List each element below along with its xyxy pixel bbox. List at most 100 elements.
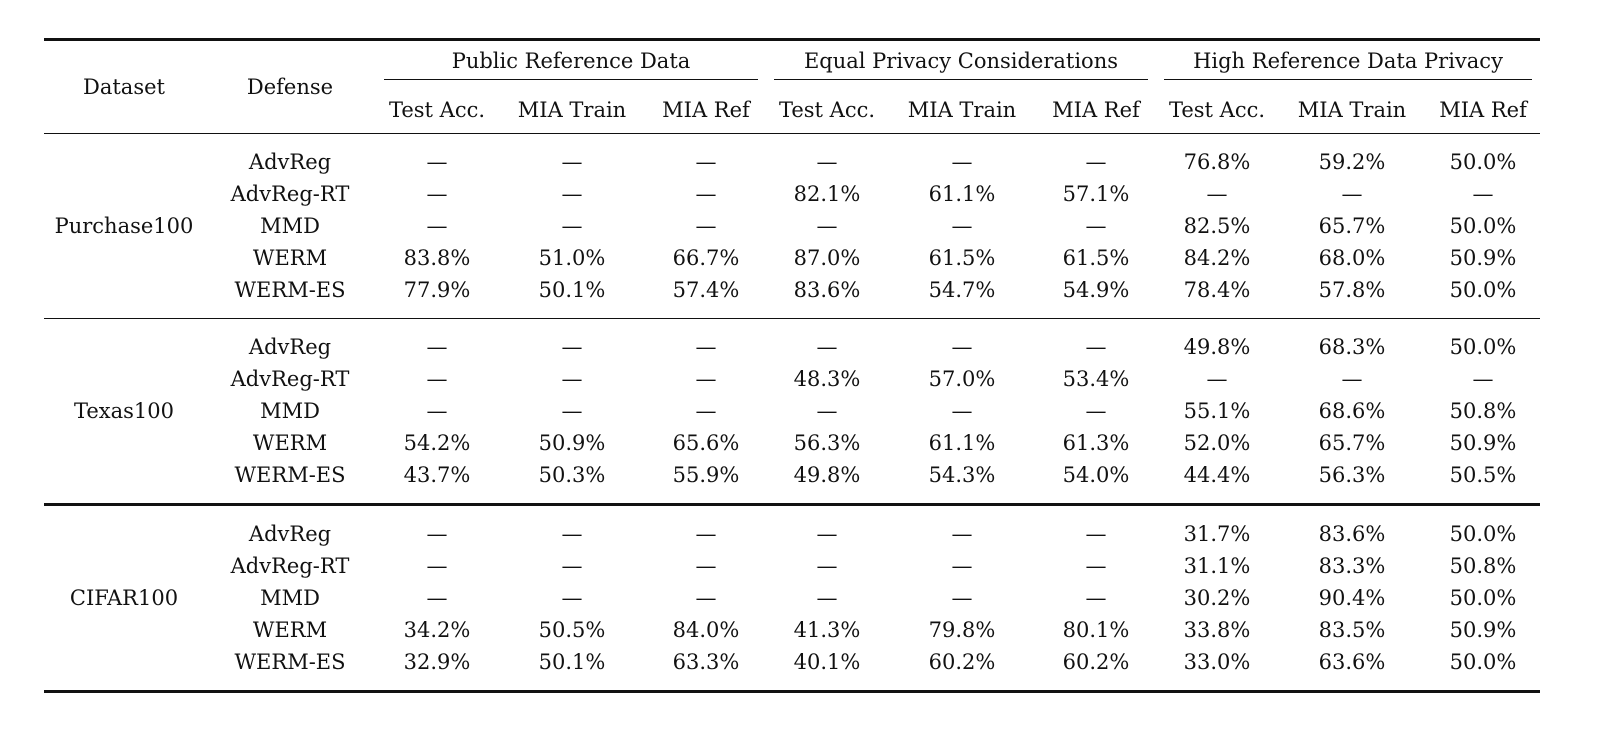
subcol-test-acc: Test Acc. [1168, 98, 1266, 123]
value-cell: 83.6% [1318, 522, 1386, 546]
value-cell: — [561, 367, 583, 391]
value-cell: 50.9% [538, 431, 606, 455]
value-cell: 50.0% [1449, 650, 1517, 674]
value-cell: 30.2% [1183, 586, 1251, 610]
subcol-mia-train: MIA Train [1297, 98, 1407, 123]
value-cell: — [561, 399, 583, 423]
value-cell: 50.9% [1449, 618, 1517, 642]
value-cell: 34.2% [403, 618, 471, 642]
table-row: MMD — — — — — — 55.1% 68.6% 50.8% [44, 395, 1540, 427]
value-cell: 50.5% [538, 618, 606, 642]
table-row: WERM 34.2% 50.5% 84.0% 41.3% 79.8% 80.1% 33.8% 8… [44, 614, 1540, 646]
value-cell: — [1472, 367, 1494, 391]
value-cell: — [561, 214, 583, 238]
defense-cell: AdvReg [248, 522, 332, 546]
value-cell: 61.5% [1062, 246, 1130, 270]
group-header-public: Public Reference Data [376, 40, 766, 88]
value-cell: — [816, 399, 838, 423]
value-cell: 63.6% [1318, 650, 1386, 674]
value-cell: 83.8% [403, 246, 471, 270]
value-cell: — [426, 335, 448, 359]
value-cell: — [695, 182, 717, 206]
value-cell: 54.0% [1062, 463, 1130, 487]
value-cell: — [561, 522, 583, 546]
value-cell: 60.2% [928, 650, 996, 674]
value-cell: 68.6% [1318, 399, 1386, 423]
value-cell: 79.8% [928, 618, 996, 642]
block-spacer [44, 678, 1541, 692]
value-cell: — [1085, 522, 1107, 546]
value-cell: 49.8% [1183, 335, 1251, 359]
block-spacer [44, 491, 1540, 505]
value-cell: 84.0% [672, 618, 740, 642]
value-cell: 50.5% [1449, 463, 1517, 487]
value-cell: — [695, 586, 717, 610]
dataset-cell: Purchase100 [54, 214, 194, 238]
value-cell: — [951, 335, 973, 359]
table-row: WERM-ES 43.7% 50.3% 55.9% 49.8% 54.3% 54.0% 44.… [44, 459, 1540, 491]
value-cell: 78.4% [1183, 278, 1251, 302]
defense-header: Defense [246, 75, 334, 99]
value-cell: — [1472, 182, 1494, 206]
table-row: MMD — — — — — — 30.2% 90.4% 50.0% [44, 582, 1540, 614]
value-cell: 50.9% [1449, 431, 1517, 455]
value-cell: — [561, 182, 583, 206]
defense-cell: WERM [252, 246, 328, 270]
value-cell: — [695, 214, 717, 238]
value-cell: — [695, 150, 717, 174]
value-cell: — [561, 586, 583, 610]
subcol-test-acc: Test Acc. [778, 98, 876, 123]
defense-cell: AdvReg-RT [230, 182, 350, 206]
value-cell: — [1085, 335, 1107, 359]
value-cell: — [695, 367, 717, 391]
block-spacer [44, 306, 1540, 319]
value-cell: 50.8% [1449, 554, 1517, 578]
value-cell: 66.7% [672, 246, 740, 270]
dataset-cell: Texas100 [73, 399, 175, 423]
block-spacer [44, 133, 1541, 147]
value-cell: — [951, 522, 973, 546]
value-cell: 61.1% [928, 431, 996, 455]
value-cell: 90.4% [1318, 586, 1386, 610]
subcol-mia-train: MIA Train [517, 98, 627, 123]
value-cell: — [816, 554, 838, 578]
value-cell: 50.0% [1449, 214, 1517, 238]
value-cell: 48.3% [793, 367, 861, 391]
value-cell: 49.8% [793, 463, 861, 487]
value-cell: 61.1% [928, 182, 996, 206]
defense-cell: AdvReg [248, 335, 332, 359]
value-cell: — [426, 399, 448, 423]
value-cell: 53.4% [1062, 367, 1130, 391]
value-cell: — [426, 367, 448, 391]
table-row: WERM 54.2% 50.9% 65.6% 56.3% 61.1% 61.3% 52.0% 6… [44, 427, 1540, 459]
value-cell: 31.1% [1183, 554, 1251, 578]
value-cell: 65.7% [1318, 214, 1386, 238]
value-cell: — [1085, 399, 1107, 423]
value-cell: — [561, 150, 583, 174]
value-cell: 55.1% [1183, 399, 1251, 423]
dataset-header: Dataset [83, 75, 165, 99]
value-cell: 82.1% [793, 182, 861, 206]
value-cell: — [1341, 182, 1363, 206]
defense-cell: WERM-ES [234, 278, 346, 302]
value-cell: — [1206, 182, 1228, 206]
value-cell: — [695, 399, 717, 423]
value-cell: 55.9% [672, 463, 740, 487]
value-cell: 54.9% [1062, 278, 1130, 302]
group-label: Equal Privacy Considerations [774, 49, 1148, 80]
defense-cell: AdvReg-RT [230, 367, 350, 391]
value-cell: 50.0% [1449, 278, 1517, 302]
value-cell: — [426, 522, 448, 546]
value-cell: — [426, 586, 448, 610]
value-cell: 65.7% [1318, 431, 1386, 455]
defense-cell: AdvReg [248, 150, 332, 174]
value-cell: 76.8% [1183, 150, 1251, 174]
table-row: WERM 83.8% 51.0% 66.7% 87.0% 61.5% 61.5% 84.2% 6… [44, 242, 1540, 274]
value-cell: — [816, 586, 838, 610]
subcol-mia-ref: MIA Ref [1439, 98, 1527, 123]
value-cell: — [426, 554, 448, 578]
value-cell: — [561, 554, 583, 578]
value-cell: 40.1% [793, 650, 861, 674]
value-cell: — [951, 214, 973, 238]
value-cell: — [695, 335, 717, 359]
